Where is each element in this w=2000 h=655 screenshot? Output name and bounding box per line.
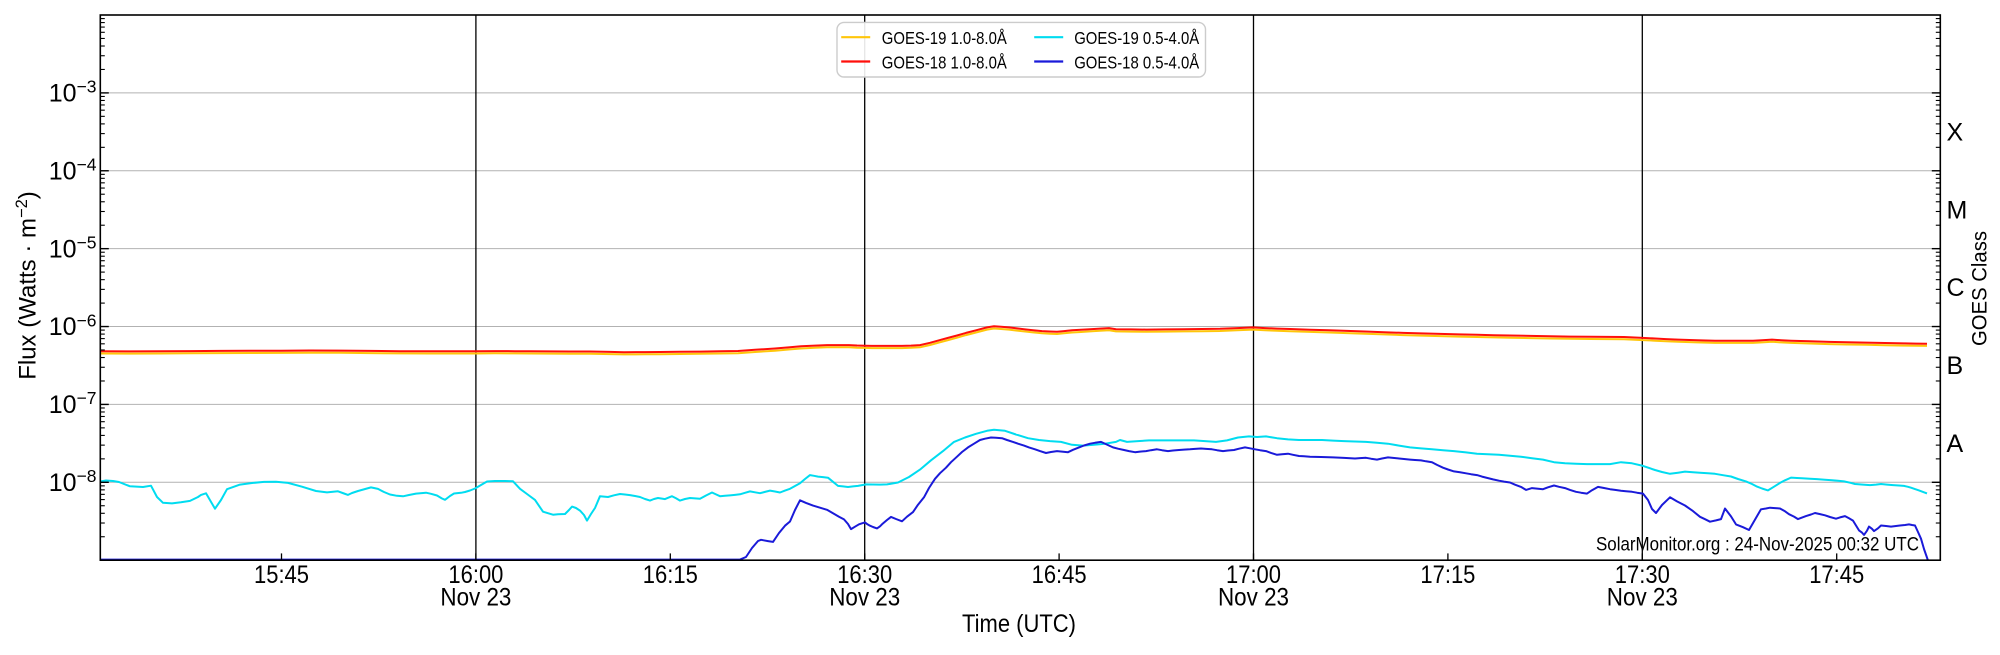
svg-text:10−3: 10−3: [49, 77, 97, 108]
svg-text:X: X: [1947, 118, 1964, 146]
svg-text:Nov 23: Nov 23: [1218, 583, 1289, 611]
svg-text:Time (UTC): Time (UTC): [962, 610, 1076, 638]
svg-text:15:45: 15:45: [254, 561, 309, 589]
svg-text:SolarMonitor.org : 24-Nov-2025: SolarMonitor.org : 24-Nov-2025 00:32 UTC: [1596, 533, 1919, 555]
svg-text:M: M: [1947, 196, 1968, 224]
svg-text:B: B: [1947, 352, 1964, 380]
svg-text:16:30: 16:30: [837, 561, 892, 589]
svg-text:GOES-18 1.0-8.0Å: GOES-18 1.0-8.0Å: [882, 52, 1007, 72]
svg-text:Nov 23: Nov 23: [829, 583, 900, 611]
svg-text:17:45: 17:45: [1809, 561, 1864, 589]
svg-text:GOES-19 1.0-8.0Å: GOES-19 1.0-8.0Å: [882, 28, 1007, 48]
svg-text:A: A: [1947, 430, 1964, 458]
svg-text:GOES-19 0.5-4.0Å: GOES-19 0.5-4.0Å: [1074, 28, 1199, 48]
svg-text:Nov 23: Nov 23: [440, 583, 511, 611]
svg-text:10−6: 10−6: [49, 310, 97, 341]
svg-text:10−4: 10−4: [49, 155, 97, 186]
svg-text:GOES Class: GOES Class: [1968, 231, 1991, 346]
svg-text:17:30: 17:30: [1615, 561, 1670, 589]
svg-text:17:00: 17:00: [1226, 561, 1281, 589]
svg-text:GOES-18 0.5-4.0Å: GOES-18 0.5-4.0Å: [1074, 52, 1199, 72]
svg-text:Nov 23: Nov 23: [1607, 583, 1678, 611]
svg-text:17:15: 17:15: [1420, 561, 1475, 589]
svg-text:Flux (Watts · m−2): Flux (Watts · m−2): [13, 191, 42, 380]
svg-text:16:45: 16:45: [1032, 561, 1087, 589]
svg-text:16:15: 16:15: [643, 561, 698, 589]
svg-text:C: C: [1947, 274, 1965, 302]
svg-text:16:00: 16:00: [448, 561, 503, 589]
